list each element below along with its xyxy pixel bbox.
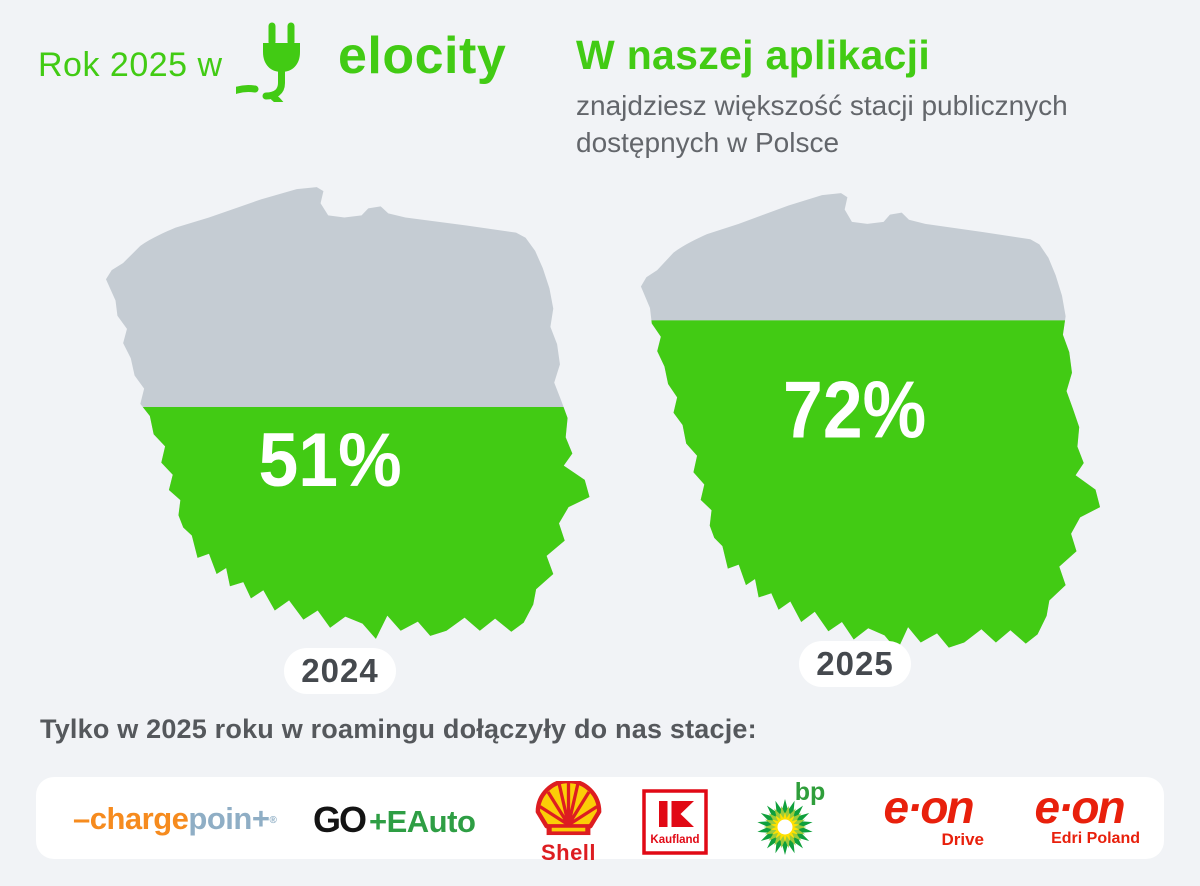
subheadline-line1: znajdziesz większość stacji publicznych — [576, 90, 1068, 121]
subheadline-line2: dostępnych w Polsce — [576, 127, 840, 158]
chargepoint-logo-blue-part: poin+ — [188, 801, 270, 836]
year-badge-2025-label: 2025 — [816, 645, 894, 682]
brand-wordmark: elocity — [338, 27, 507, 85]
headline: W naszej aplikacji — [576, 32, 931, 78]
poland-map-2024: 51% — [105, 187, 590, 639]
subheadline: znajdziesz większość stacji publicznych … — [576, 87, 1156, 161]
footer-text: Tylko w 2025 roku w roamingu dołączyły d… — [40, 714, 757, 744]
go-eauto-logo-go-part: GO — [313, 799, 367, 840]
percent-label-2025: 72% — [783, 365, 926, 455]
shell-pecten-icon — [535, 778, 602, 836]
kaufland-logo: Kaufland — [642, 789, 708, 860]
year-badge-2025: 2025 — [799, 641, 911, 687]
partner-logo-strip: –chargepoin+® GO +EAuto Shell Kaufland bp — [36, 777, 1164, 865]
chargepoint-logo-orange-part: –charge — [73, 801, 189, 836]
eon-drive-logo: e·on Drive — [872, 781, 984, 850]
bp-logo-label: bp — [795, 781, 826, 806]
eon-edri-poland-logo: e·on Edri Poland — [1018, 781, 1140, 848]
percent-label-2024: 51% — [259, 417, 402, 502]
brand-prefix-text: Rok 2025 w — [38, 46, 223, 84]
registered-mark-icon: ® — [269, 815, 277, 826]
year-badge-2024-label: 2024 — [301, 652, 379, 689]
go-eauto-logo-eauto-part: +EAuto — [369, 804, 476, 839]
eon-edri-wordmark: e·on — [1034, 781, 1125, 833]
poland-map-2025: 72% — [640, 193, 1101, 651]
eon-drive-sublabel: Drive — [941, 830, 984, 849]
bp-logo: bp — [752, 778, 834, 860]
eon-drive-wordmark: e·on — [883, 781, 974, 833]
eon-edri-sublabel: Edri Poland — [1051, 830, 1140, 847]
year-badge-2024: 2024 — [284, 648, 396, 694]
kaufland-mark-icon: Kaufland — [642, 789, 708, 855]
elocity-plug-logo-icon — [236, 22, 300, 102]
bp-helios-icon: bp — [757, 778, 826, 855]
header-right-block: W naszej aplikacji znajdziesz większość … — [576, 32, 1156, 161]
shell-logo: Shell — [531, 778, 606, 866]
chargepoint-logo: –chargepoin+® — [73, 801, 277, 837]
kaufland-logo-label: Kaufland — [650, 834, 699, 846]
shell-logo-label: Shell — [540, 840, 597, 865]
go-eauto-logo: GO +EAuto — [313, 799, 476, 841]
